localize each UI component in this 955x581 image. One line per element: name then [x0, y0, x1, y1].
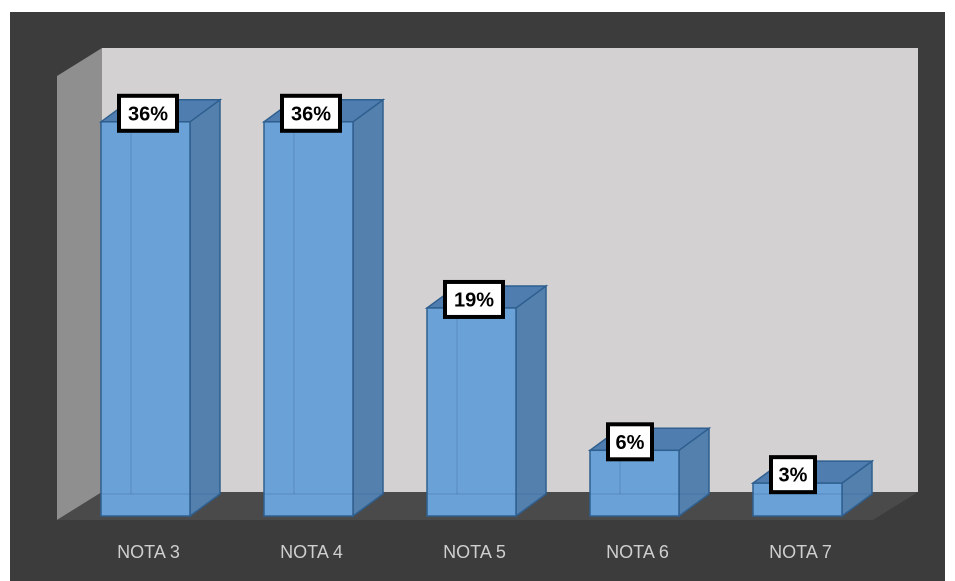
bar-front-face [263, 121, 354, 517]
data-label-text: 6% [616, 432, 645, 454]
data-label-box [769, 455, 817, 495]
bar-nota-3 [98, 98, 223, 518]
bar-nota-4 [261, 98, 386, 518]
data-label: 3% [769, 455, 817, 495]
data-label: 36% [280, 93, 342, 133]
data-label: 19% [443, 279, 505, 319]
bar-front-face [100, 121, 191, 517]
data-label-text: 19% [454, 289, 494, 311]
data-label-text: 36% [128, 103, 168, 125]
data-label-box [443, 279, 505, 319]
data-label: 36% [117, 93, 179, 133]
bar-side-face [352, 98, 384, 518]
category-label: NOTA 6 [606, 542, 669, 562]
data-label: 6% [606, 422, 654, 462]
data-label-box [280, 93, 342, 133]
side-wall [57, 48, 102, 520]
category-axis: NOTA 3 NOTA 4 NOTA 5 NOTA 6 NOTA 7 [117, 542, 832, 562]
category-label: NOTA 4 [280, 542, 343, 562]
category-label: NOTA 3 [117, 542, 180, 562]
bar-front-face [426, 307, 517, 517]
data-label-box [117, 93, 179, 133]
bar-side-face [189, 98, 221, 518]
category-label: NOTA 7 [769, 542, 832, 562]
bar-side-face [515, 284, 547, 518]
data-label-text: 3% [779, 465, 808, 487]
data-label-box [606, 422, 654, 462]
data-label-text: 36% [291, 103, 331, 125]
bar-nota-5 [424, 284, 549, 518]
category-label: NOTA 5 [443, 542, 506, 562]
data-labels-layer: 36% 36% 19% 6% 3% [117, 93, 817, 495]
